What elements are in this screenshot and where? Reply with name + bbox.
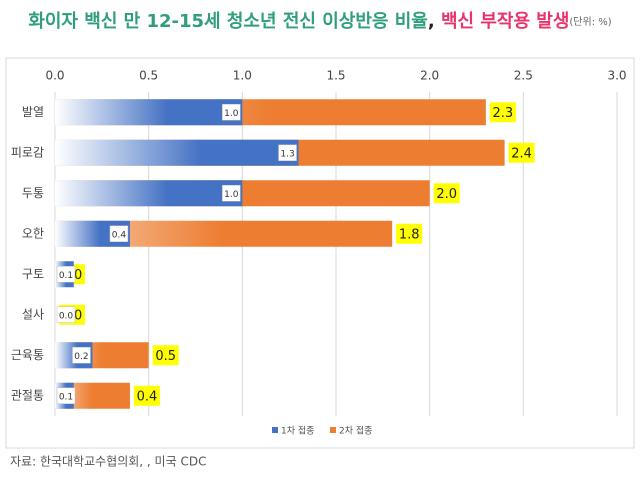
value-label: 0.2 <box>74 352 88 362</box>
bar <box>55 180 243 207</box>
value-label-bg <box>508 142 535 163</box>
y-tick-label: 피로감 <box>11 145 44 159</box>
value-label: 0.1 <box>59 392 73 402</box>
title-part: (단위: %) <box>569 15 611 28</box>
value-label-bg <box>278 144 297 161</box>
x-tick-label: 2.5 <box>514 69 533 83</box>
value-label-bg <box>56 266 76 283</box>
y-tick-label: 근육통 <box>11 348 44 362</box>
bar <box>55 99 243 126</box>
value-label-bg <box>152 345 179 366</box>
value-label-bg <box>433 183 460 204</box>
title-part: , <box>428 11 435 32</box>
value-label: 0.0 <box>59 311 74 321</box>
source: 자료: 한국대학교수협의회, , 미국 CDC <box>10 455 206 469</box>
title-part: 백신 부작용 발생 <box>435 11 570 32</box>
value-label: 1.0 <box>224 190 239 200</box>
value-label: 1.0 <box>224 109 239 119</box>
value-label-bg <box>72 347 91 364</box>
value-label-bg <box>56 387 76 404</box>
y-tick-label: 발열 <box>22 105 44 119</box>
value-label-bg <box>489 102 516 123</box>
value-label-bg <box>109 225 129 242</box>
y-tick-label: 설사 <box>22 307 44 321</box>
value-label: 2.0 <box>436 187 457 202</box>
legend-swatch <box>330 427 336 433</box>
x-tick-label: 0.5 <box>139 69 158 83</box>
value-label-bg <box>222 104 241 121</box>
value-label: 0.5 <box>155 349 176 364</box>
legend-label: 2차 접종 <box>339 425 372 437</box>
value-label-bg <box>396 223 423 244</box>
y-tick-label: 관절통 <box>11 388 44 402</box>
x-tick-label: 3.0 <box>607 69 626 83</box>
value-label: 2.4 <box>511 146 532 161</box>
chart-title: 화이자 백신 만 12-15세 청소년 전신 이상반응 비율, 백신 부작용 발… <box>28 11 611 32</box>
value-label: 2.3 <box>493 106 514 121</box>
y-tick-label: 두통 <box>22 186 44 200</box>
value-label-bg <box>222 185 241 202</box>
x-tick-label: 2.0 <box>420 69 439 83</box>
chart-frame <box>5 57 635 449</box>
x-tick-label: 0.0 <box>45 69 64 83</box>
value-label: 1.8 <box>399 227 420 242</box>
y-tick-label: 구토 <box>22 267 44 281</box>
value-label-bg <box>133 385 160 406</box>
value-label: 0.4 <box>112 230 127 240</box>
legend-label: 1차 접종 <box>281 425 314 437</box>
value-label: 0.4 <box>137 389 158 404</box>
x-tick-label: 1.5 <box>326 69 345 83</box>
value-label: 0.1 <box>59 271 73 281</box>
legend-swatch <box>272 427 278 433</box>
bar <box>55 139 299 166</box>
x-tick-label: 1.0 <box>233 69 252 83</box>
y-tick-label: 오한 <box>22 226 44 240</box>
title-part: 화이자 백신 만 12-15세 청소년 전신 이상반응 비율 <box>28 11 428 32</box>
value-label: 1.3 <box>280 149 294 159</box>
value-label-bg <box>56 306 76 323</box>
